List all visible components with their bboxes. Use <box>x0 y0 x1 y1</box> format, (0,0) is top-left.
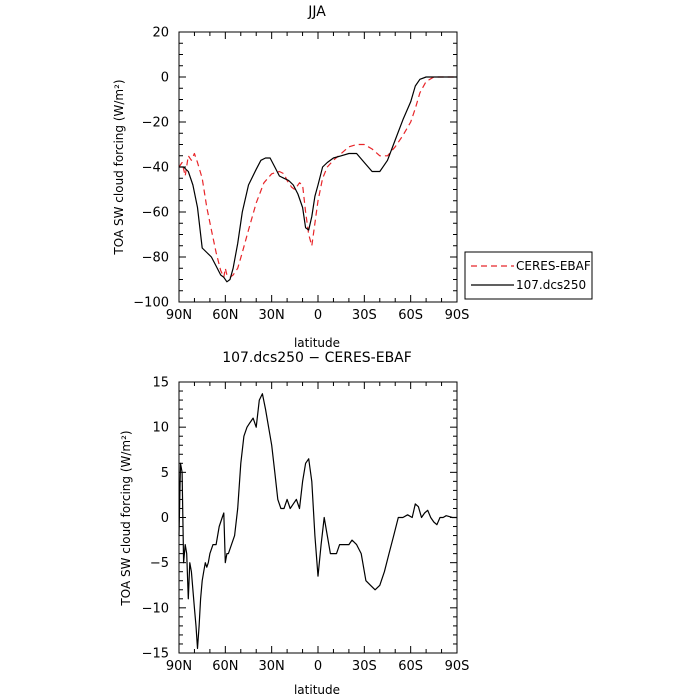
x-tick-label: 0 <box>314 659 322 674</box>
x-tick-label: 30S <box>352 308 377 323</box>
y-tick-label: −100 <box>133 296 169 311</box>
y-tick-label: 15 <box>152 376 169 391</box>
difference-series-line <box>178 393 457 650</box>
bottom-panel-ylabel: TOA SW cloud forcing (W/m²) <box>119 430 133 606</box>
top-panel-xlabel: latitude <box>294 336 340 350</box>
x-tick-label: 60S <box>398 308 423 323</box>
bottom-panel-xlabel: latitude <box>294 683 340 697</box>
ceres-ebaf-series-line <box>178 76 457 278</box>
x-tick-label: 90N <box>166 659 192 674</box>
y-tick-label: 0 <box>161 71 169 86</box>
y-tick-label: −60 <box>142 206 169 221</box>
y-tick-label: −15 <box>142 647 169 662</box>
y-tick-label: 10 <box>152 421 169 436</box>
y-tick-label: −80 <box>142 251 169 266</box>
x-tick-label: 60S <box>398 659 423 674</box>
legend-box <box>464 251 593 300</box>
x-tick-label: 90S <box>445 308 470 323</box>
bottom-panel-frame <box>178 381 458 654</box>
y-tick-label: −10 <box>142 601 169 616</box>
top-panel-frame <box>178 31 458 303</box>
bottom-panel-title: 107.dcs250 − CERES-EBAF <box>222 350 412 366</box>
y-tick-label: −20 <box>142 116 169 131</box>
y-tick-label: −5 <box>150 556 169 571</box>
y-tick-label: 5 <box>161 466 169 481</box>
y-tick-label: 0 <box>161 511 169 526</box>
x-tick-label: 30S <box>352 659 377 674</box>
top-panel: JJA latitude TOA SW cloud forcing (W/m²)… <box>112 4 469 350</box>
bottom-panel: 107.dcs250 − CERES-EBAF latitude TOA SW … <box>119 350 469 697</box>
x-tick-label: 0 <box>314 308 322 323</box>
legend: CERES-EBAF 107.dcs250 <box>464 251 593 300</box>
top-panel-ylabel: TOA SW cloud forcing (W/m²) <box>112 79 126 255</box>
x-tick-label: 90N <box>166 308 192 323</box>
top-panel-title: JJA <box>307 4 326 20</box>
x-tick-label: 90S <box>445 659 470 674</box>
x-tick-label: 60N <box>212 659 238 674</box>
x-tick-label: 30N <box>259 308 285 323</box>
107-dcs250-series-line <box>179 76 457 283</box>
legend-label-ceres: CERES-EBAF <box>516 259 591 273</box>
x-tick-label: 30N <box>259 659 285 674</box>
x-tick-label: 60N <box>212 308 238 323</box>
y-tick-label: 20 <box>152 26 169 41</box>
legend-label-model: 107.dcs250 <box>516 278 586 292</box>
y-tick-label: −40 <box>142 161 169 176</box>
